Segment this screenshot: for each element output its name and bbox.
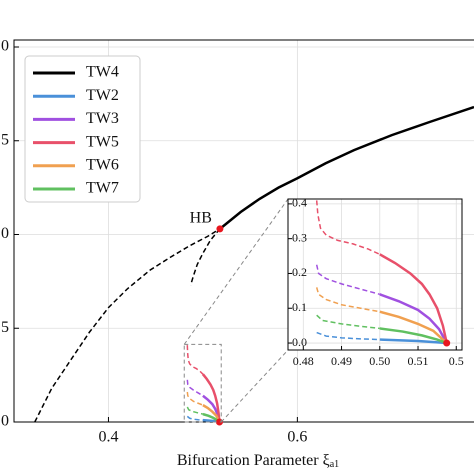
y-tick-label: 0.1	[292, 300, 307, 314]
inset-background	[288, 199, 462, 350]
series-line	[189, 228, 221, 286]
series-line	[316, 314, 380, 330]
x-tick-label: 0.5	[449, 354, 464, 368]
series-line	[186, 379, 204, 397]
hb-point	[443, 339, 451, 347]
legend-box	[24, 55, 141, 203]
x-axis-label: Bifurcation Parameter ξa1	[177, 452, 339, 471]
legend-label: TW4	[86, 64, 119, 81]
series-line	[219, 105, 474, 230]
hb-point	[216, 225, 224, 233]
series-line	[316, 331, 380, 341]
x-tick-label: 0.50	[369, 354, 390, 368]
series-line	[186, 415, 203, 421]
annotation: HB	[190, 210, 212, 227]
inset-lines	[288, 0, 462, 350]
y-tick-label: 0	[1, 413, 9, 430]
y-tick-label: 0.4	[292, 196, 307, 210]
connector	[220, 349, 289, 423]
y-tick-label: 0	[1, 38, 9, 55]
series-line	[379, 293, 448, 344]
series-line	[379, 310, 448, 344]
legend-label: TW5	[86, 133, 119, 150]
x-tick-label: 0.4	[98, 429, 118, 446]
series-line	[315, 287, 380, 313]
legend-label: TW7	[86, 180, 119, 197]
series-line	[330, 0, 449, 89]
legend-label: TW6	[86, 156, 119, 173]
connector	[183, 198, 289, 345]
y-tick-label: 0.2	[292, 265, 307, 279]
main-lines	[34, 105, 474, 422]
y-tick-label: 0.3	[292, 230, 307, 244]
series-line	[315, 200, 381, 256]
x-tick-label: 0.48	[293, 354, 314, 368]
legend-label: TW2	[86, 87, 119, 104]
series-line	[34, 228, 221, 422]
x-axis-label-text: Bifurcation Parameter ξ	[177, 452, 330, 469]
series-line	[379, 253, 448, 344]
y-tick-label: 0	[1, 225, 9, 242]
series-line	[186, 345, 204, 375]
series-line	[379, 327, 448, 345]
x-tick-label: 0.49	[331, 354, 352, 368]
legend-label: TW3	[86, 110, 119, 127]
x-tick-label: 0.51	[408, 354, 429, 368]
y-tick-label: 5	[1, 131, 9, 148]
inset-frame	[287, 198, 463, 351]
x-tick-label: 0.6	[287, 429, 307, 446]
zoom-box	[183, 343, 222, 423]
series-line	[201, 373, 221, 422]
series-line	[186, 391, 204, 406]
y-tick-label: 0.0	[292, 335, 307, 349]
series-line	[315, 264, 380, 296]
plot-frame	[13, 39, 474, 423]
series-line	[379, 338, 447, 345]
series-line	[202, 404, 221, 422]
x-axis-label-subscript: a1	[330, 459, 339, 470]
series-line	[186, 406, 204, 415]
y-tick-label: 5	[1, 319, 9, 336]
